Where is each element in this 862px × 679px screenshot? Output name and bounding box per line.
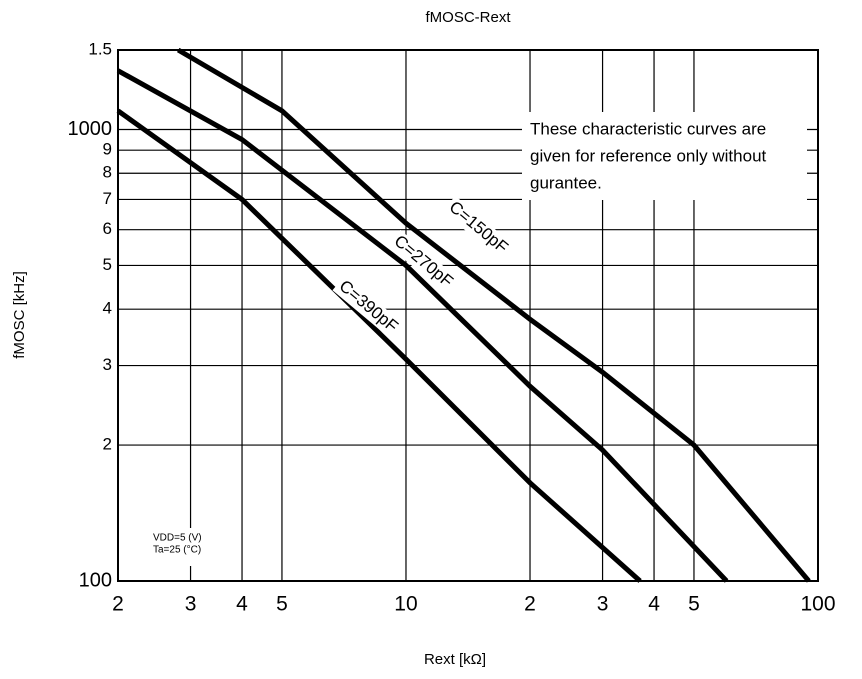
annotation: given for reference only without (530, 146, 767, 165)
x-tick-label: 5 (688, 593, 700, 616)
plot-frame (117, 49, 819, 582)
curve (116, 68, 729, 583)
x-axis-label: Rext [kΩ] (424, 651, 486, 668)
x-tick-label: 2 (112, 593, 124, 616)
x-tick-label: 5 (276, 593, 288, 616)
x-tick-label: 4 (648, 593, 660, 616)
conditions: VDD=5 (V) (153, 533, 202, 544)
curve (116, 108, 642, 583)
conditions: Ta=25 (°C) (153, 545, 201, 556)
x-tick-label: 4 (236, 593, 248, 616)
y-tick-label: 6 (103, 219, 112, 238)
series-label: C=150pF (446, 197, 512, 257)
series-label: C=390pF (336, 276, 402, 336)
y-axis-label: fMOSC [kHz] (11, 271, 28, 359)
y-tick-label: 1.5 (88, 39, 112, 58)
series-label-bg (442, 195, 514, 261)
y-tick-label: 3 (103, 355, 112, 374)
y-tick-label: 5 (103, 255, 112, 274)
x-tick-label: 2 (524, 593, 536, 616)
x-tick-label: 100 (800, 593, 835, 616)
y-tick-label: 7 (103, 189, 112, 208)
y-tick-label: 100 (79, 569, 112, 591)
x-tick-label: 3 (185, 593, 197, 616)
y-tick-label: 9 (103, 140, 112, 159)
annotation-bg (522, 112, 807, 200)
x-tick-label: 10 (394, 593, 417, 616)
chart-title: fMOSC-Rext (425, 9, 511, 26)
annotation: gurantee. (530, 173, 602, 192)
y-tick-label: 1000 (68, 118, 113, 140)
y-tick-label: 2 (103, 435, 112, 454)
series-label-bg (332, 274, 404, 340)
curve (176, 47, 811, 583)
series-label-bg (387, 229, 459, 295)
y-tick-label: 8 (103, 163, 112, 182)
y-tick-label: 4 (103, 299, 112, 318)
x-tick-label: 3 (597, 593, 609, 616)
annotation: These characteristic curves are (530, 119, 766, 138)
conditions-bg (150, 528, 240, 566)
